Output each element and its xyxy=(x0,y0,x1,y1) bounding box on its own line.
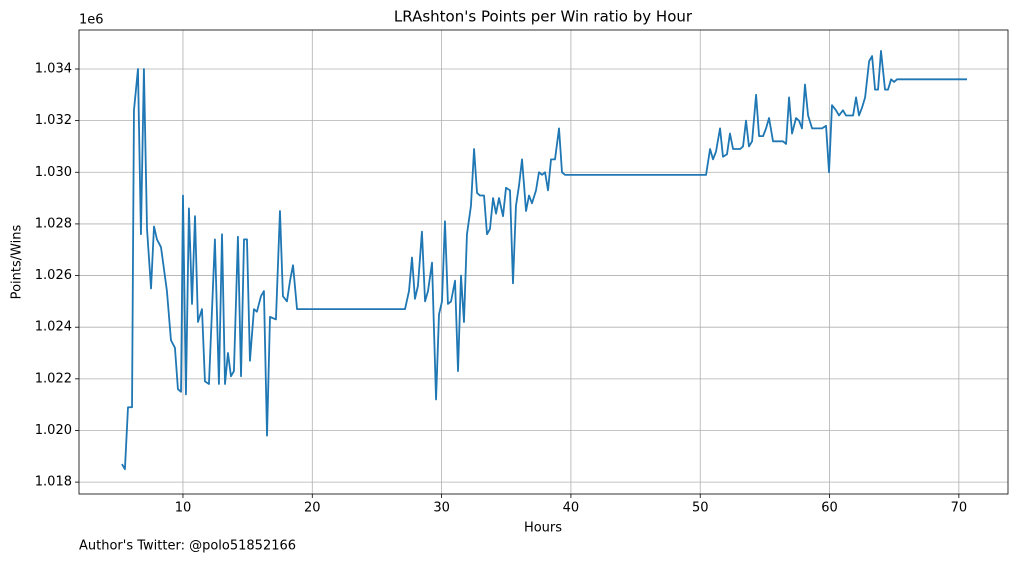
plot-frame xyxy=(78,29,1009,495)
x-tick-label: 70 xyxy=(951,501,968,516)
x-tick-label: 50 xyxy=(692,501,709,516)
y-offset-label: 1e6 xyxy=(79,13,104,28)
y-tick-label: 1.032 xyxy=(35,113,72,128)
x-tick-label: 10 xyxy=(175,501,192,516)
x-tick-label: 30 xyxy=(433,501,450,516)
data-line xyxy=(121,50,968,471)
y-tick-label: 1.030 xyxy=(35,165,72,180)
y-tick-label: 1.018 xyxy=(35,475,72,490)
y-axis-label: Points/Wins xyxy=(10,224,25,299)
y-tick-label: 1.026 xyxy=(35,268,72,283)
x-tick-label: 60 xyxy=(821,501,838,516)
x-axis-label: Hours xyxy=(524,521,562,536)
y-tick-label: 1.034 xyxy=(35,61,72,76)
y-tick-label: 1.020 xyxy=(35,423,72,438)
y-tick-label: 1.028 xyxy=(35,216,72,231)
y-tick-label: 1.024 xyxy=(35,320,72,335)
chart-title: LRAshton's Points per Win ratio by Hour xyxy=(394,8,693,26)
x-tick-label: 40 xyxy=(563,501,580,516)
x-tick-label: 20 xyxy=(304,501,321,516)
y-tick-label: 1.022 xyxy=(35,371,72,386)
footer: Author's Twitter: @polo51852166 xyxy=(79,539,296,554)
